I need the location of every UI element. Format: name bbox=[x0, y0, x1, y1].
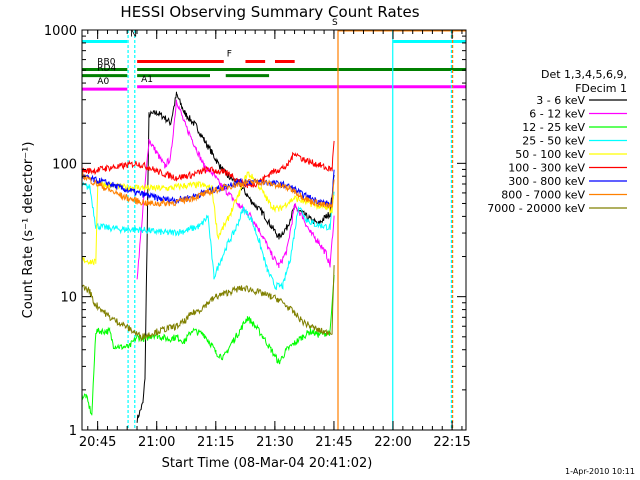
x-tick-label: 20:45 bbox=[79, 435, 116, 450]
series-line-12-25-kev bbox=[82, 274, 335, 416]
series-line-25-50-kev bbox=[82, 181, 335, 291]
flag-label-f: F bbox=[227, 50, 232, 60]
legend-label: 300 - 800 keV bbox=[508, 175, 585, 188]
flag-label-a0: A0 bbox=[97, 77, 109, 87]
flag-label-n: N bbox=[130, 29, 137, 39]
series-line-300-800-kev bbox=[82, 169, 335, 207]
flag-label-a1: A1 bbox=[141, 75, 153, 85]
plot-frame bbox=[81, 29, 467, 431]
y-axis: 1 10 100 1000 bbox=[44, 24, 466, 439]
series-line-7000-20000-kev bbox=[82, 265, 335, 342]
legend-label: 25 - 50 keV bbox=[522, 135, 585, 148]
footer-date: 1-Apr-2010 10:11 bbox=[565, 467, 635, 476]
legend-label: 50 - 100 keV bbox=[515, 148, 585, 161]
x-tick-label: 22:00 bbox=[374, 435, 411, 450]
legend-label: 3 - 6 keV bbox=[536, 94, 585, 107]
series-line-100-300-kev bbox=[82, 140, 335, 189]
x-tick-label: 21:00 bbox=[138, 435, 175, 450]
y-tick-label: 1 bbox=[69, 424, 77, 439]
y-axis-label: Count Rate (s⁻¹ detector⁻¹) bbox=[21, 142, 36, 319]
series-line-800-7000-kev bbox=[82, 172, 335, 209]
legend-header: Det 1,3,4,5,6,9, bbox=[541, 68, 627, 81]
x-axis-label: Start Time (08-Mar-04 20:41:02) bbox=[162, 456, 373, 471]
x-tick-label: 21:30 bbox=[256, 435, 293, 450]
series-group bbox=[82, 91, 335, 423]
instrument-flag-bars bbox=[82, 30, 466, 91]
flag-label-rd4: RD4 bbox=[97, 64, 116, 74]
legend-label: 800 - 7000 keV bbox=[501, 189, 585, 202]
flag-label-rb0: RB0 bbox=[97, 58, 115, 68]
chart-title: HESSI Observing Summary Count Rates bbox=[120, 3, 419, 21]
flag-label-s: S bbox=[332, 18, 338, 28]
legend-label: 12 - 25 keV bbox=[522, 121, 585, 134]
x-tick-label: 21:45 bbox=[315, 435, 352, 450]
legend-label: 7000 - 20000 keV bbox=[487, 202, 585, 215]
x-axis: 20:45 21:00 21:15 21:30 21:45 22:00 22:15 bbox=[79, 30, 471, 450]
legend-header: FDecim 1 bbox=[575, 82, 627, 95]
y-tick-label: 10 bbox=[60, 291, 77, 306]
series-line-3-6-kev bbox=[136, 91, 335, 423]
x-tick-label: 22:15 bbox=[433, 435, 470, 450]
y-tick-label: 1000 bbox=[44, 24, 77, 39]
legend-label: 6 - 12 keV bbox=[529, 108, 585, 121]
legend-label: 100 - 300 keV bbox=[508, 162, 585, 175]
x-tick-label: 21:15 bbox=[197, 435, 234, 450]
y-tick-label: 100 bbox=[52, 157, 77, 172]
